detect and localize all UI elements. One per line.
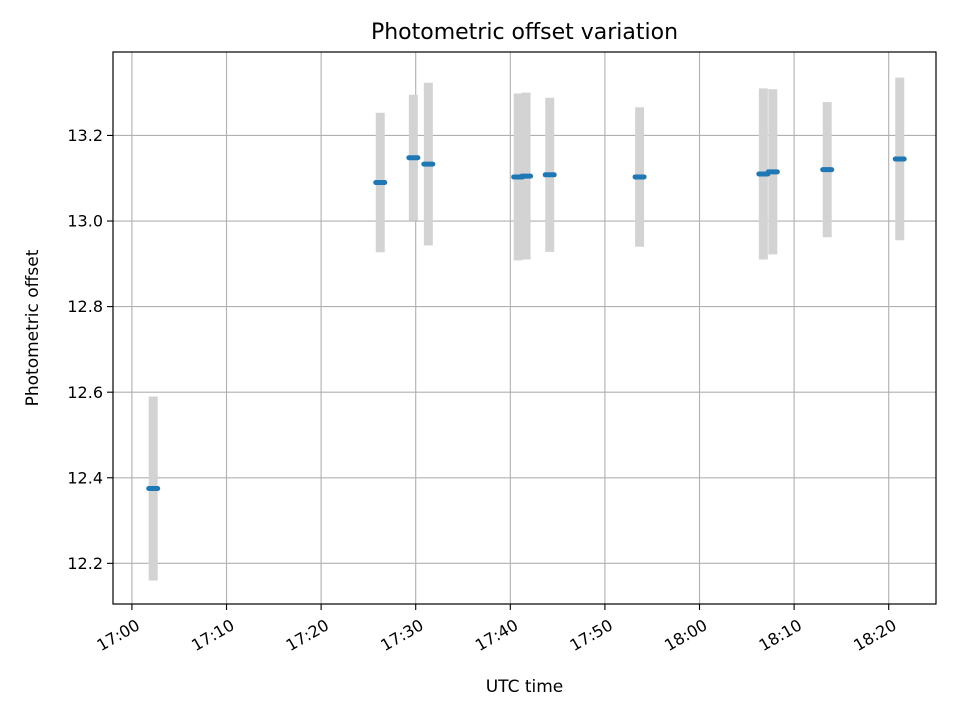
- y-tick-label: 12.4: [67, 468, 103, 487]
- y-tick-label: 12.6: [67, 383, 103, 402]
- chart-title: Photometric offset variation: [371, 20, 678, 45]
- y-axis-label: Photometric offset: [23, 249, 43, 406]
- plot-area-frame: [112, 51, 937, 605]
- x-axis-label: UTC time: [486, 677, 564, 697]
- y-tick-label: 13.2: [67, 126, 103, 145]
- data-points: [146, 155, 907, 491]
- y-tick-label: 12.8: [67, 297, 103, 316]
- y-tick-label: 12.2: [67, 554, 103, 573]
- y-tick-label: 13.0: [67, 212, 103, 231]
